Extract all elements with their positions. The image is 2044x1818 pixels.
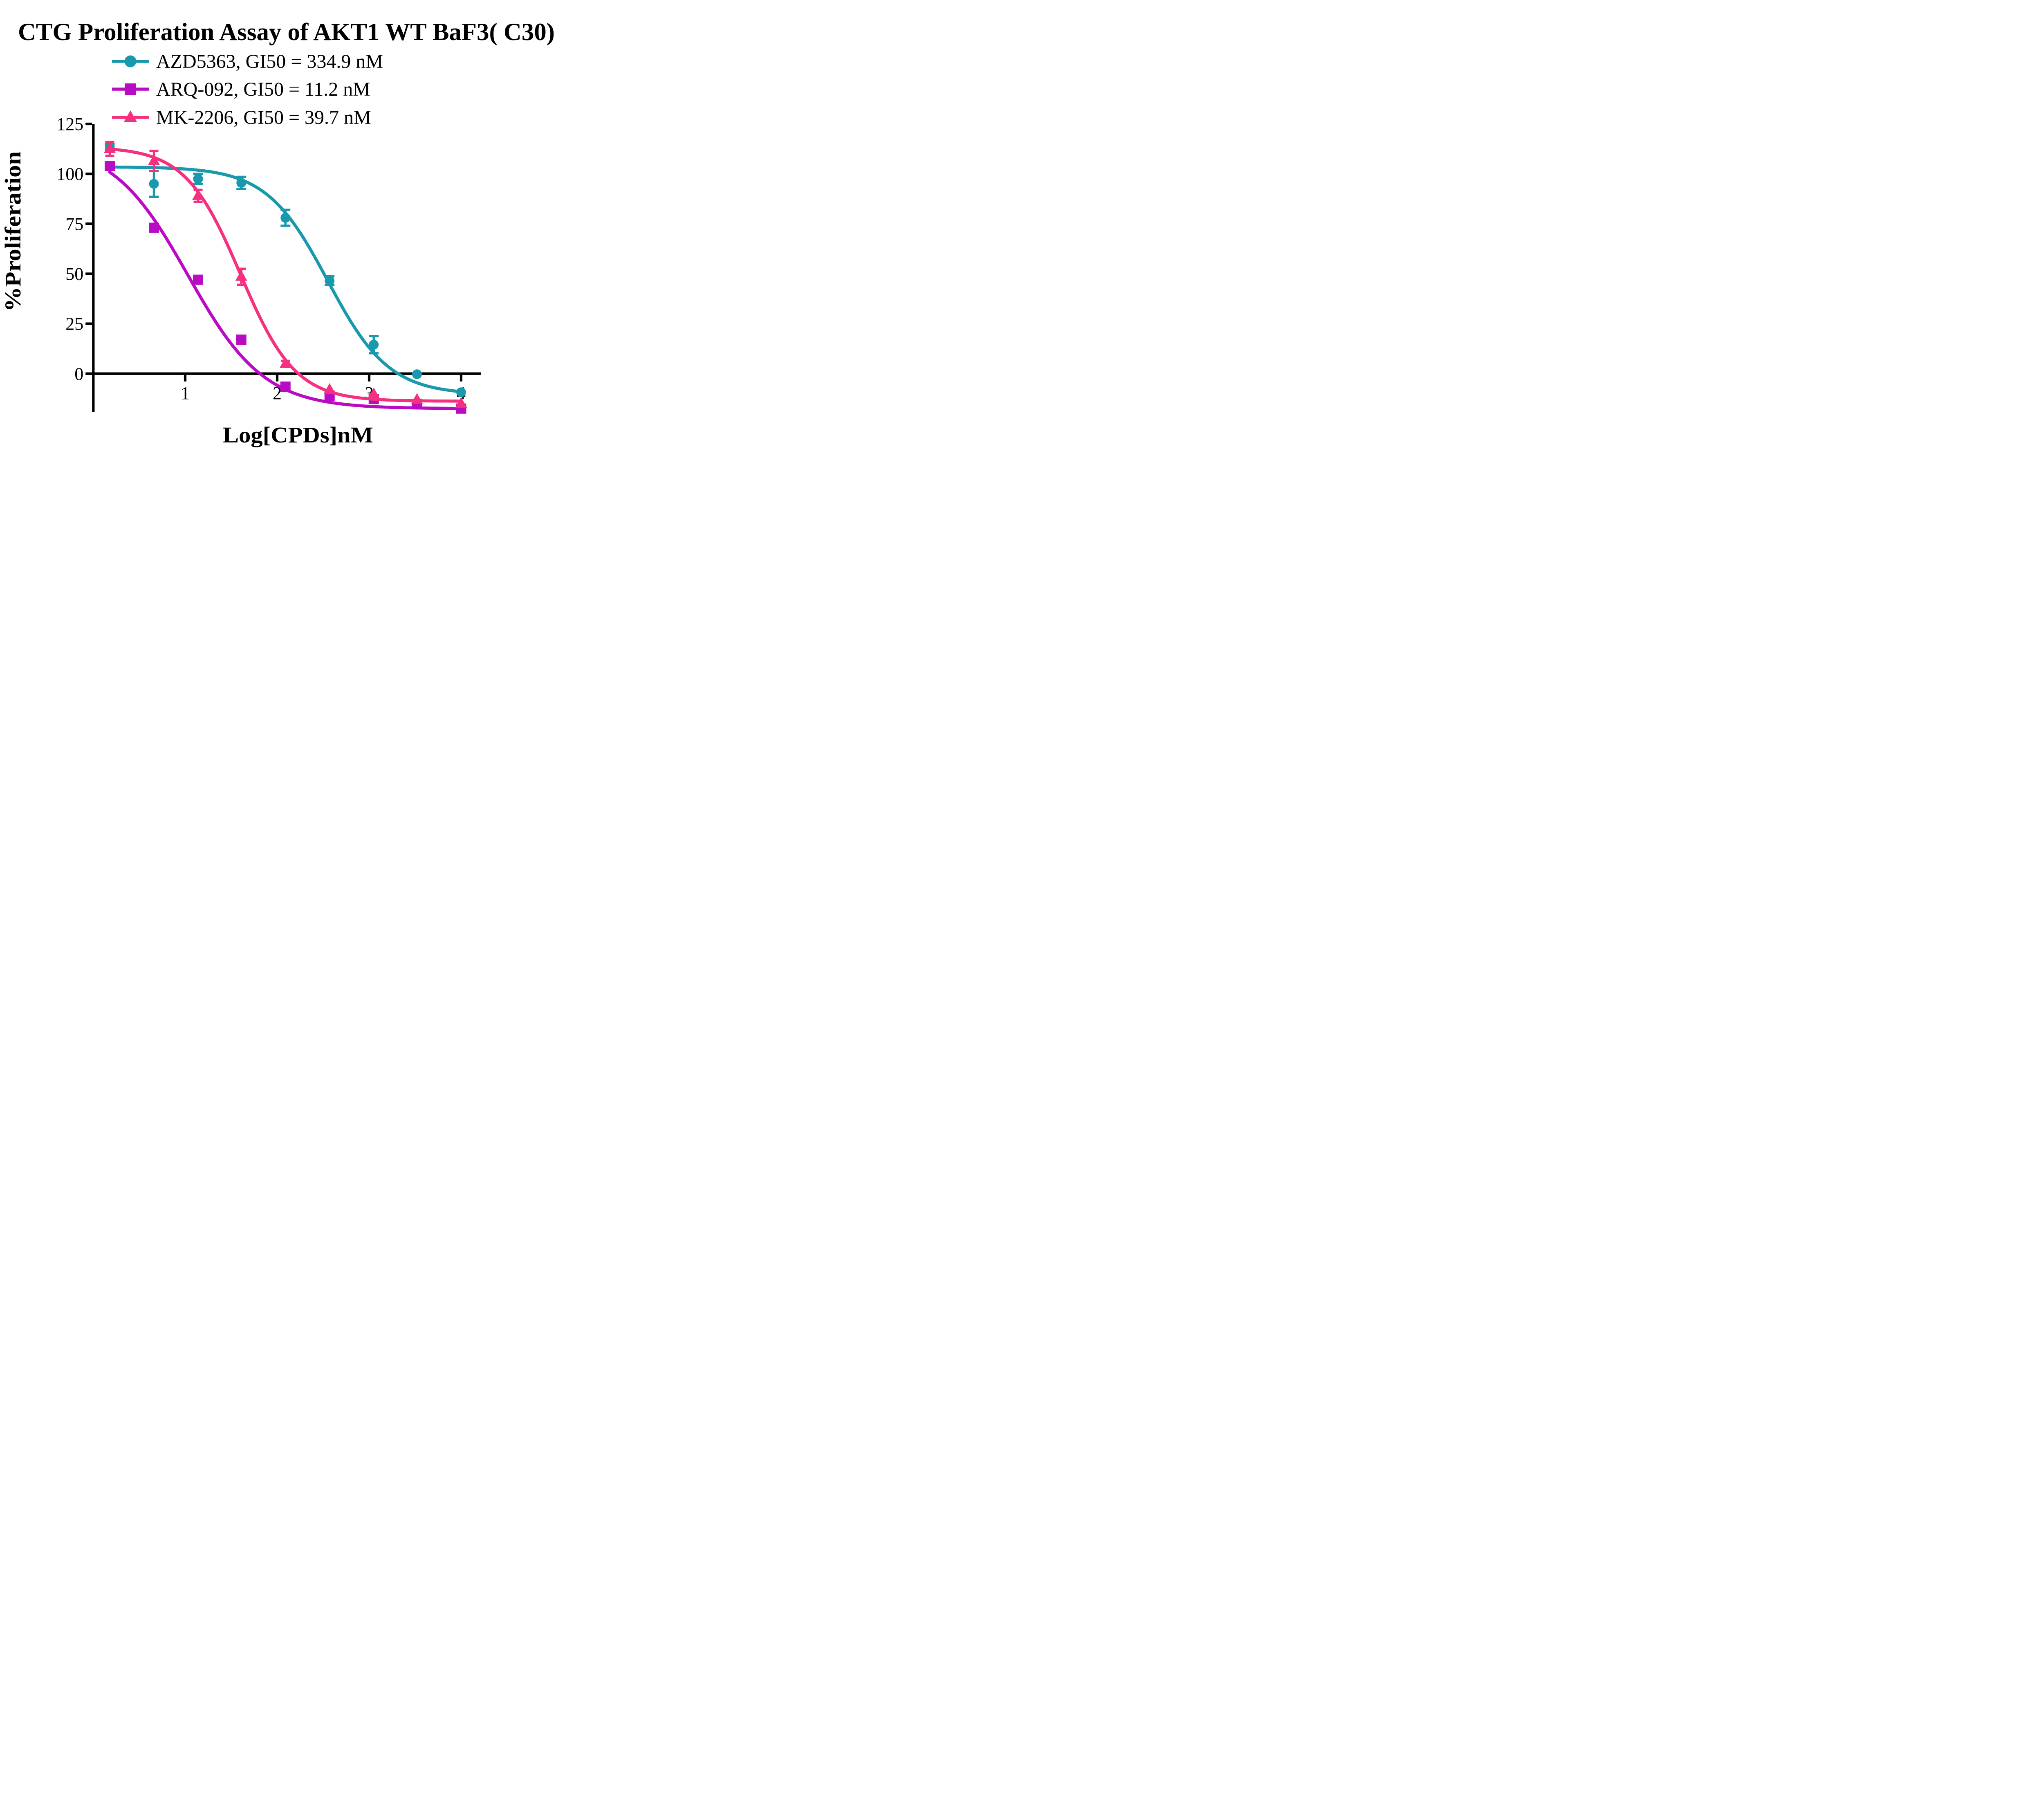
data-point-square: [193, 274, 203, 285]
data-point-triangle: [279, 357, 291, 368]
fit-curve: [108, 165, 463, 393]
y-tick-label: 50: [65, 264, 83, 284]
legend-circle-marker-icon: [124, 55, 137, 67]
data-point-circle: [149, 179, 159, 189]
data-point-square: [105, 161, 115, 171]
data-point-triangle: [323, 383, 336, 394]
data-point-circle: [236, 178, 247, 188]
data-point-circle: [193, 174, 203, 184]
series-arq-092: [105, 161, 466, 414]
data-point-triangle: [235, 270, 247, 281]
y-tick-label: 0: [74, 364, 83, 384]
data-point-square: [236, 334, 247, 345]
series-mk-2206: [104, 141, 467, 408]
data-point-circle: [325, 276, 335, 286]
data-point-square: [280, 382, 291, 392]
x-tick-label: 1: [181, 383, 190, 403]
data-point-triangle: [368, 387, 380, 398]
legend-item-arq092: ARQ-092, GI50 = 11.2 nM: [112, 79, 370, 100]
data-point-circle: [280, 213, 291, 223]
y-tick-label: 100: [56, 164, 83, 184]
y-axis-label: %Proliferation: [0, 151, 25, 312]
y-tick-label: 25: [65, 314, 83, 334]
data-point-triangle: [148, 154, 160, 165]
y-tick-label: 125: [56, 114, 83, 134]
plot-series-layer: [104, 141, 467, 414]
data-point-triangle: [192, 189, 204, 200]
legend-square-marker-icon: [125, 83, 136, 95]
chart-figure: CTG Proliferation Assay of AKT1 WT BaF3(…: [0, 0, 573, 455]
data-point-square: [149, 222, 159, 233]
legend-item-label: ARQ-092, GI50 = 11.2 nM: [156, 79, 370, 100]
legend-item-mk2206: MK-2206, GI50 = 39.7 nM: [112, 107, 371, 128]
x-axis-label: Log[CPDs]nM: [223, 422, 373, 447]
y-axis-ticks: 0 25 50 75 100 125: [56, 114, 92, 384]
legend: AZD5363, GI50 = 334.9 nM ARQ-092, GI50 =…: [112, 51, 383, 128]
y-tick-label: 75: [65, 214, 83, 234]
data-point-triangle: [104, 142, 116, 153]
data-point-circle: [369, 339, 379, 350]
chart-title: CTG Proliferation Assay of AKT1 WT BaF3(…: [18, 18, 555, 45]
legend-item-label: MK-2206, GI50 = 39.7 nM: [156, 107, 371, 128]
data-point-triangle: [455, 397, 467, 408]
legend-item-label: AZD5363, GI50 = 334.9 nM: [156, 51, 383, 72]
chart-canvas: CTG Proliferation Assay of AKT1 WT BaF3(…: [0, 18, 555, 447]
data-point-circle: [412, 369, 422, 379]
legend-item-azd5363: AZD5363, GI50 = 334.9 nM: [112, 51, 383, 72]
data-point-circle: [456, 387, 466, 397]
legend-triangle-marker-icon: [124, 110, 137, 122]
data-point-triangle: [411, 393, 423, 404]
